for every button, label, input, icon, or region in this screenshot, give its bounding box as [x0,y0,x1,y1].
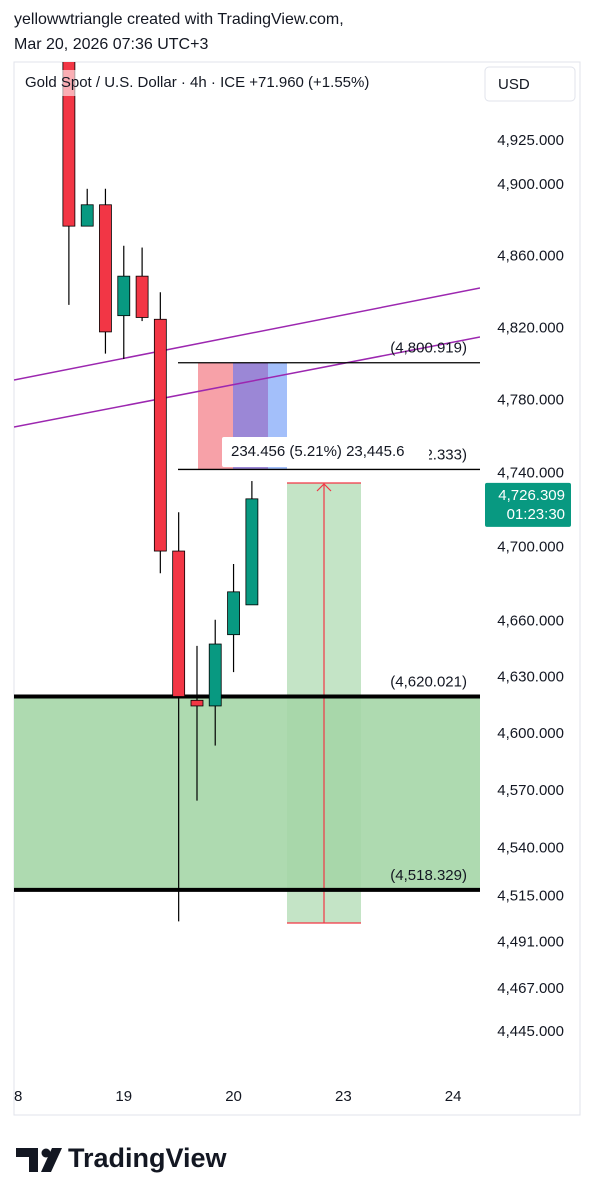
level-label: (4,518.329) [390,867,467,884]
logo [16,1148,62,1172]
y-tick-label: 4,740.000 [497,465,564,482]
y-tick-label: 4,570.000 [497,782,564,799]
support-zone [14,696,480,890]
candle-body [208,643,222,707]
currency[interactable]: USD [498,76,530,93]
y-tick-label: 4,925.000 [497,132,564,149]
y-tick-label: 4,700.000 [497,538,564,555]
y-tick-label: 4,780.000 [497,392,564,409]
last-price-tag [485,482,571,527]
candle-body [117,275,131,317]
y-tick-label: 4,660.000 [497,613,564,630]
candle-body [245,498,259,606]
y-tick-label: 4,630.000 [497,669,564,686]
currency-box[interactable] [484,66,576,102]
y-tick-label: 4,820.000 [497,319,564,336]
candle-body [135,275,149,318]
y-tick-label: 4,515.000 [497,887,564,904]
x-tick-label: 23 [335,1088,352,1105]
candle-body [190,699,204,707]
y-tick-label: 4,540.000 [497,839,564,856]
credit: yellowwtriangle created with TradingView… [14,11,344,28]
y-tick-label: 4,860.000 [497,247,564,264]
measure-tooltip [222,437,429,467]
last-price: 4,726.309 [498,487,565,504]
y-tick-label: 4,467.000 [497,980,564,997]
candle-body [172,550,186,697]
candle-body [99,204,112,333]
y-tick-label: 4,445.000 [497,1023,564,1040]
candle-body [62,62,76,227]
x-axis: 18 19 20 23 24 [6,1088,462,1105]
x-tick-label: 20 [225,1088,242,1105]
x-tick-label: 18 [6,1088,23,1105]
logo-text: TradingView [68,1143,228,1173]
trend-line [14,336,480,428]
candle-body [227,591,240,636]
x-tick-label: 19 [115,1088,132,1105]
level-label: (4,800.919) [390,340,467,357]
y-tick-label: 4,900.000 [497,176,564,193]
x-tick-label: 24 [445,1088,462,1105]
trend-line [14,287,480,381]
countdown: 01:23:30 [507,506,565,523]
y-tick-label: 4,600.000 [497,725,564,742]
candle-body [80,204,94,227]
measure-label: 234.456 (5.21%) 23,445.6 [231,443,404,460]
date: Mar 20, 2026 07:36 UTC+3 [14,36,208,53]
candle-body [153,318,167,552]
title-bg [20,70,400,96]
y-tick-label: 4,491.000 [497,934,564,951]
level-label: (4,620.021) [390,673,467,690]
chart-title: Gold Spot / U.S. Dollar · 4h · ICE +71.9… [25,74,369,91]
arrow-head [316,483,332,492]
frame [13,61,581,1116]
